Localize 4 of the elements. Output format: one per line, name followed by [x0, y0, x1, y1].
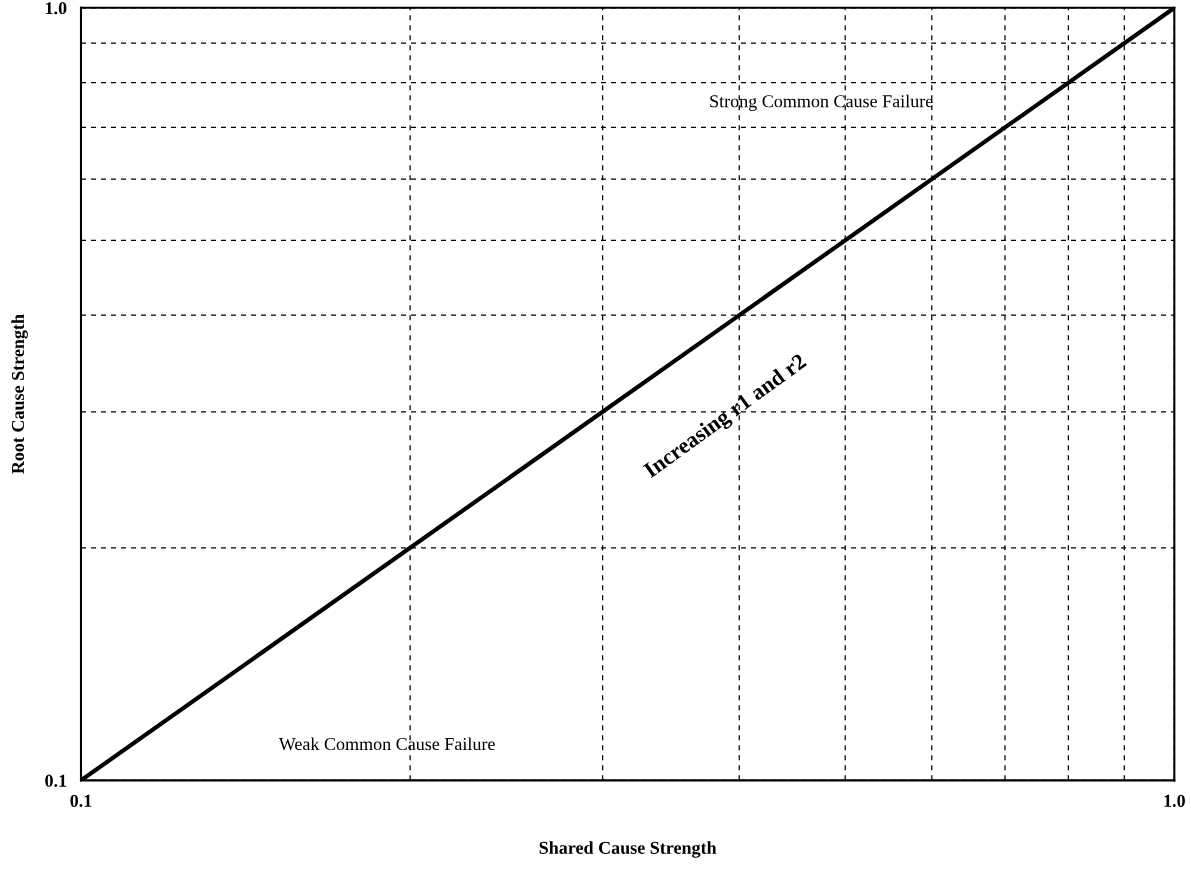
- annotation: Strong Common Cause Failure: [710, 94, 933, 112]
- y-axis-title: Root Cause Strength: [11, 314, 28, 474]
- x-axis-title: Shared Cause Strength: [539, 841, 717, 858]
- annotation: Weak Common Cause Failure: [278, 737, 495, 751]
